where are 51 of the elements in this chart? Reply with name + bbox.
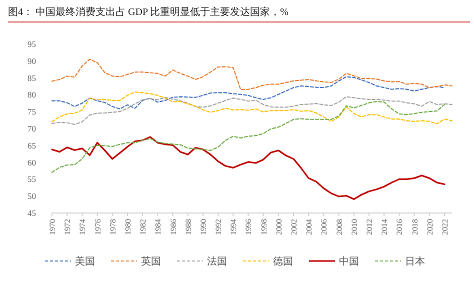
y-tick-label: 90 (28, 56, 36, 66)
x-tick-label: 1982 (138, 219, 148, 235)
x-tick-label: 2022 (440, 219, 450, 235)
x-tick-label: 2012 (364, 219, 374, 235)
legend-label: 英国 (141, 256, 161, 268)
y-tick-label: 80 (28, 90, 36, 100)
x-tick-label: 1986 (168, 219, 178, 235)
x-tick-label: 2008 (334, 219, 344, 235)
x-tick-label: 1994 (229, 219, 238, 235)
x-tick-label: 1980 (123, 219, 132, 235)
x-tick-label: 2016 (395, 219, 404, 235)
line-series (51, 136, 446, 200)
x-tick-label: 1984 (154, 219, 163, 235)
chart-title: 图4： 中国最终消费支出占 GDP 比重明显低于主要发达国家，% (8, 6, 288, 18)
x-tick-label: 1996 (244, 219, 254, 235)
legend-label: 法国 (207, 256, 227, 268)
line-series (51, 100, 446, 173)
legend-label: 日本 (405, 256, 425, 268)
x-tick-label: 1976 (93, 219, 102, 235)
line-series (51, 58, 453, 90)
legend-label: 美国 (75, 256, 95, 268)
x-tick-label: 2018 (410, 219, 420, 235)
y-tick-label: 95 (28, 39, 36, 49)
x-tick-label: 1970 (48, 219, 57, 235)
x-tick-label: 2014 (380, 219, 390, 235)
y-tick-label: 50 (28, 191, 36, 202)
y-tick-label: 60 (28, 157, 36, 168)
y-tick-label: 65 (28, 140, 36, 150)
legend-label: 德国 (273, 256, 293, 268)
x-tick-label: 2002 (290, 219, 299, 235)
y-tick-label: 45 (28, 208, 36, 218)
y-tick-label: 70 (28, 124, 36, 134)
line-series (51, 91, 453, 124)
x-tick-label: 2000 (274, 219, 284, 235)
y-tick-label: 75 (28, 106, 36, 117)
y-tick-label: 85 (28, 72, 36, 83)
line-series (51, 96, 453, 125)
x-tick-label: 2010 (350, 219, 359, 235)
x-tick-label: 2004 (304, 219, 314, 235)
x-tick-label: 1992 (214, 219, 224, 235)
legend-label: 中国 (339, 256, 359, 268)
x-tick-label: 1990 (198, 219, 208, 235)
x-tick-label: 1974 (78, 219, 88, 235)
y-tick-label: 55 (28, 174, 36, 184)
x-tick-label: 2006 (320, 219, 329, 235)
line-series (51, 76, 446, 110)
x-tick-label: 2020 (425, 219, 434, 235)
x-tick-label: 1998 (259, 219, 268, 235)
x-tick-label: 1978 (108, 219, 118, 235)
x-tick-label: 1972 (63, 219, 72, 235)
x-tick-label: 1988 (184, 219, 193, 235)
